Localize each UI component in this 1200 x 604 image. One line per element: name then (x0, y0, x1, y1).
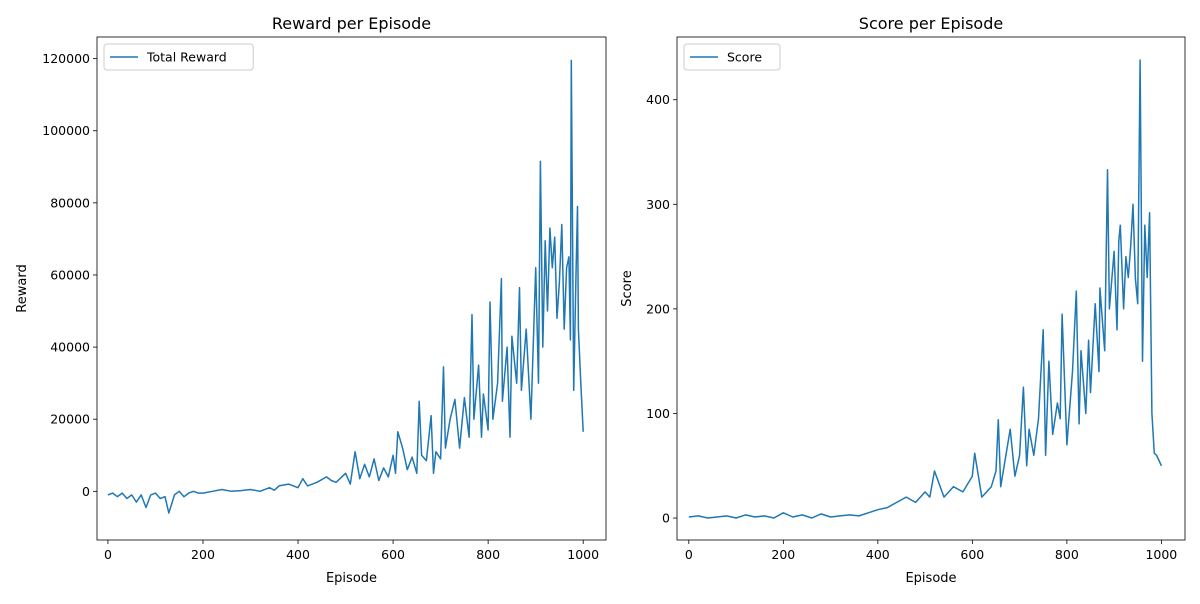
y-tick-label: 0 (82, 484, 90, 499)
legend: Score (683, 43, 781, 71)
y-tick-label: 200 (646, 301, 670, 316)
legend-entry: Score (727, 50, 762, 65)
chart-panel-1: Reward per Episode 0 200 400 600 800 1000 0 2000… (15, 14, 607, 586)
plot-frame (96, 36, 607, 541)
y-tick-label: 0 (662, 511, 670, 526)
y-tick-label: 40000 (50, 340, 90, 355)
chart-title: Reward per Episode (272, 14, 431, 33)
y-tick-label: 80000 (50, 195, 90, 210)
y-axis-label: Score (620, 270, 635, 306)
y-tick-label: 300 (646, 197, 670, 212)
x-tick-label: 600 (381, 547, 405, 562)
x-tick-label: 1000 (567, 547, 599, 562)
legend-entry: Total Reward (146, 50, 227, 65)
plot-frame (676, 36, 1186, 541)
legend: Total Reward (103, 43, 254, 71)
x-tick-label: 0 (104, 547, 112, 562)
y-tick-label: 60000 (50, 267, 90, 282)
x-tick-label: 200 (191, 547, 215, 562)
x-tick-label: 400 (286, 547, 310, 562)
x-tick-label: 600 (960, 547, 984, 562)
y-tick-label: 100 (646, 406, 670, 421)
chart-title: Score per Episode (859, 14, 1003, 33)
x-axis-label: Episode (326, 571, 377, 586)
y-tick-label: 20000 (50, 412, 90, 427)
y-tick-label: 120000 (42, 51, 90, 66)
x-tick-label: 800 (1055, 547, 1079, 562)
series-line-1 (688, 59, 1163, 519)
legend-box (103, 43, 254, 71)
x-tick-label: 200 (771, 547, 795, 562)
x-tick-label: 0 (685, 547, 693, 562)
y-axis-label: Reward (15, 264, 30, 312)
legend-box (683, 43, 781, 71)
x-axis-label: Episode (905, 571, 956, 586)
y-tick-label: 400 (646, 92, 670, 107)
series-line-1 (107, 59, 584, 514)
y-tick-label: 100000 (42, 123, 90, 138)
x-tick-label: 400 (866, 547, 890, 562)
chart-panel-2: Score per Episode 0 200 400 600 800 1000 0 100 20… (620, 14, 1186, 586)
x-tick-label: 800 (476, 547, 500, 562)
x-tick-label: 1000 (1145, 547, 1177, 562)
